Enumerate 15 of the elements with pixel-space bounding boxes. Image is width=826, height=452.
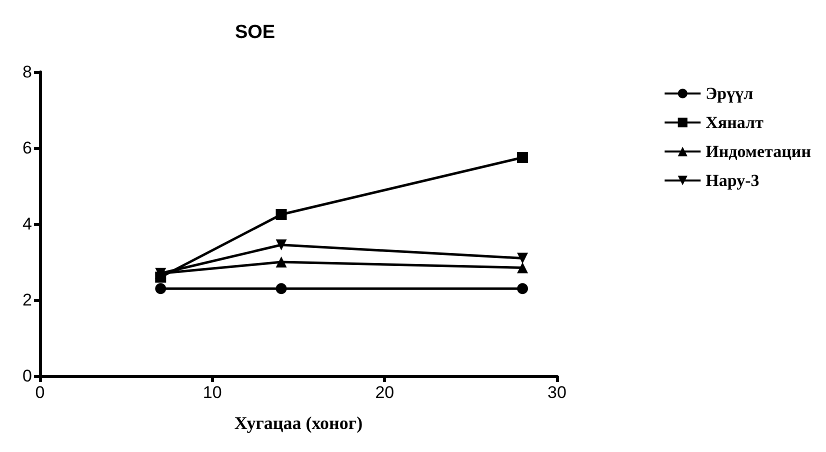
y-tick-label: 2 (22, 290, 32, 310)
x-axis-title: Хугацаа (хоног) (234, 413, 363, 433)
x-tick-label: 30 (548, 383, 566, 402)
y-tick-label: 4 (22, 214, 32, 234)
legend-label: Хяналт (706, 113, 764, 132)
x-tick-label: 10 (202, 383, 222, 402)
legend-label: Нару-3 (706, 171, 760, 190)
chart-title: SOE (234, 22, 276, 43)
y-tick-label: 8 (22, 62, 32, 82)
legend-label: Индометацин (706, 142, 812, 161)
y-tick-label: 0 (22, 366, 32, 386)
x-tick-label: 0 (35, 383, 45, 402)
y-tick-label: 6 (22, 138, 32, 158)
legend-label: Эрүүл (706, 84, 754, 103)
x-tick-label: 20 (375, 383, 394, 402)
